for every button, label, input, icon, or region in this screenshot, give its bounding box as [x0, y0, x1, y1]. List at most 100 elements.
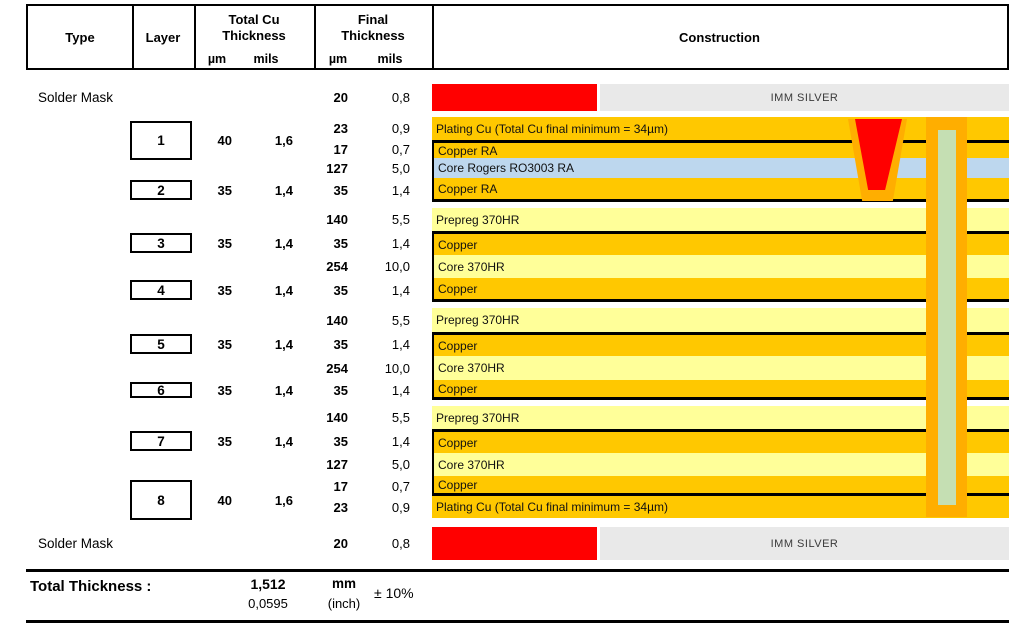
- layer-box-4: 4: [130, 280, 192, 300]
- final-um-value: 35: [333, 282, 348, 298]
- final-mils-value: 1,4: [391, 235, 410, 251]
- construction-bar: Core 370HR: [432, 255, 1009, 278]
- final-mils-value: 1,4: [391, 382, 410, 398]
- construction-bar: Prepreg 370HR: [432, 406, 1009, 429]
- total-cu-mils-value: 1,4: [274, 336, 293, 352]
- construction-bar-label: Core Rogers RO3003 RA: [438, 161, 575, 175]
- stack-row: 35 1,4 Copper RA: [0, 178, 1009, 202]
- construction-bar: Core Rogers RO3003 RA: [432, 158, 1009, 178]
- final-um-value: 140: [326, 410, 348, 425]
- final-mils-value: 1,4: [391, 182, 410, 198]
- final-um-value: 17: [333, 478, 348, 494]
- stack-row: 140 5,5 Prepreg 370HR: [0, 308, 1009, 332]
- final-um-value: 254: [326, 360, 348, 376]
- total-cu-um-value: 40: [217, 133, 232, 148]
- through-via-fill: [938, 130, 956, 505]
- header-final: [314, 6, 434, 68]
- layer-box-8: 8: [130, 480, 192, 520]
- construction-bar-label: Copper: [438, 237, 478, 252]
- header-final-line1: Final: [357, 12, 389, 27]
- stack-row: 35 1,4 Copper: [0, 429, 1009, 453]
- total-cu-mils-value: 1,4: [274, 182, 293, 198]
- total-cu-mils-value: 1,4: [274, 382, 293, 398]
- final-mils-value: 0,8: [391, 90, 410, 105]
- type-label: Solder Mask: [38, 536, 114, 551]
- construction-bar-label: Prepreg 370HR: [436, 212, 520, 227]
- final-mils-value: 0,9: [391, 499, 410, 515]
- stack-row: 23 0,9 Plating Cu (Total Cu final minimum …: [0, 496, 1009, 518]
- total-cu-um-value: 35: [217, 182, 232, 198]
- final-mils-value: 5,5: [391, 312, 410, 328]
- layer-box-3: 3: [130, 233, 192, 253]
- imm-silver-block: IMM SILVER: [600, 527, 1009, 560]
- stack-row: 35 1,4 Copper: [0, 231, 1009, 255]
- construction-bar: Copper: [432, 332, 1009, 356]
- unit-um-final: µm: [328, 52, 348, 66]
- total-rule-bottom: [26, 620, 1009, 623]
- total-cu-mils-value: 1,6: [274, 492, 293, 508]
- final-um-value: 140: [326, 212, 348, 227]
- header-layer: Layer: [132, 6, 196, 68]
- construction-bar-label: Plating Cu (Total Cu final minimum = 34µ…: [436, 121, 668, 136]
- stack-row: Solder Mask 20 0,8 IMM SILVER: [0, 527, 1009, 560]
- total-cu-um-value: 35: [217, 336, 232, 352]
- header-type: Type: [28, 6, 134, 68]
- final-um-value: 35: [333, 433, 348, 449]
- final-mils-value: 5,0: [391, 457, 410, 472]
- final-um-value: 17: [333, 141, 348, 157]
- final-um-value: 140: [326, 312, 348, 328]
- construction-bar-label: Prepreg 370HR: [436, 410, 520, 425]
- final-um-value: 20: [333, 536, 348, 551]
- layer-box-5: 5: [130, 334, 192, 354]
- header-type-label: Type: [65, 29, 95, 45]
- stack-row: 140 5,5 Prepreg 370HR: [0, 208, 1009, 231]
- layer-box-2: 2: [130, 180, 192, 200]
- final-um-value: 127: [326, 457, 348, 472]
- construction-bar-label: Copper: [438, 435, 478, 450]
- stack-row: 35 1,4 Copper: [0, 380, 1009, 400]
- type-label: Solder Mask: [38, 90, 114, 105]
- construction-bar: Copper: [432, 231, 1009, 255]
- construction-bar-label: Core 370HR: [438, 259, 505, 274]
- total-cu-mils-value: 1,6: [274, 133, 293, 148]
- unit-mils-final: mils: [377, 52, 403, 66]
- construction-bar: Plating Cu (Total Cu final minimum = 34µ…: [432, 496, 1009, 518]
- construction-bar: Prepreg 370HR: [432, 208, 1009, 231]
- total-thickness-label: Total Thickness :: [30, 577, 152, 595]
- header-layer-label: Layer: [145, 29, 181, 45]
- final-mils-value: 0,9: [391, 121, 410, 136]
- total-tolerance: ± 10%: [374, 585, 414, 601]
- construction-bar: Core 370HR: [432, 453, 1009, 476]
- final-mils-value: 0,8: [391, 536, 410, 551]
- construction-bar: Copper: [432, 278, 1009, 302]
- stack-row: 140 5,5 Prepreg 370HR: [0, 406, 1009, 429]
- construction-bar-label: Core 370HR: [438, 361, 505, 375]
- final-um-value: 35: [333, 182, 348, 198]
- unit-mils-total-cu: mils: [253, 52, 279, 66]
- final-mils-value: 1,4: [391, 282, 410, 298]
- final-um-value: 23: [333, 121, 348, 136]
- total-cu-um-value: 40: [217, 492, 232, 508]
- header-construction-label: Construction: [679, 29, 760, 45]
- header-final-line2: Thickness: [341, 28, 405, 43]
- construction-bar: Copper RA: [432, 140, 1009, 158]
- layer-box-7: 7: [130, 431, 192, 451]
- construction-bar: Copper: [432, 476, 1009, 496]
- total-mm-unit: mm: [331, 576, 356, 591]
- construction-bar: Copper: [432, 429, 1009, 453]
- header-total-cu-line1: Total Cu: [228, 12, 280, 27]
- construction-bar-label: Copper: [438, 381, 478, 396]
- header-table: Type Layer Construction Total Cu Thickne…: [26, 4, 1009, 70]
- stack-row: 254 10,0 Core 370HR: [0, 356, 1009, 380]
- header-total-cu: [194, 6, 316, 68]
- header-total-cu-line2: Thickness: [222, 28, 286, 43]
- final-um-value: 35: [333, 336, 348, 352]
- final-mils-value: 5,0: [391, 160, 410, 176]
- construction-bar-label: Core 370HR: [438, 457, 505, 472]
- layer-box-6: 6: [130, 382, 192, 398]
- layer-box-1: 1: [130, 121, 192, 160]
- stack-row: 254 10,0 Core 370HR: [0, 255, 1009, 278]
- construction-bar-label: Prepreg 370HR: [436, 313, 520, 327]
- total-inch-value: 0,0595: [248, 596, 288, 611]
